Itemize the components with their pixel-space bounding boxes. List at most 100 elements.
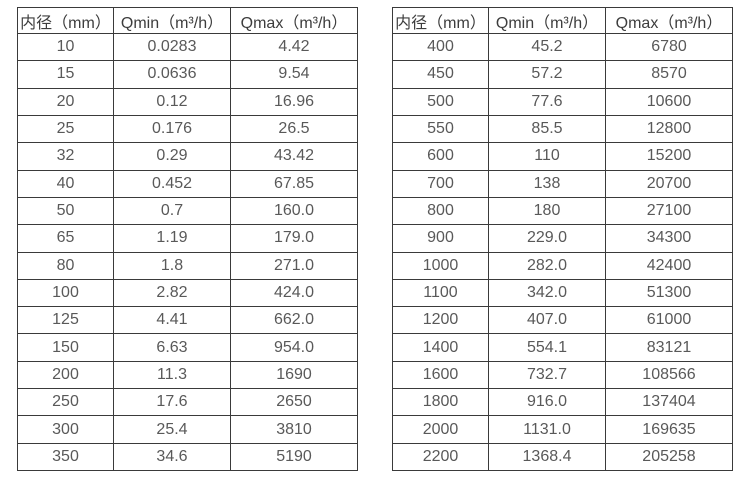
header-row: 内径（mm） Qmin（m³/h） Qmax（m³/h） <box>17 7 358 34</box>
table-cell: 20700 <box>605 169 733 198</box>
column-header: Qmin（m³/h） <box>488 7 606 34</box>
table-row: 10 0.0283 4.42 <box>17 32 358 62</box>
table-row: 1100 342.0 51300 <box>392 278 733 308</box>
table-row: 1600 732.7 108566 <box>392 360 733 390</box>
table-cell: 0.0283 <box>113 32 231 62</box>
table-cell: 169635 <box>605 415 733 444</box>
table-cell: 27100 <box>605 196 733 226</box>
table-cell: 8570 <box>605 60 733 89</box>
table-cell: 40 <box>17 169 114 198</box>
table-cell: 180 <box>488 196 606 226</box>
table-cell: 15 <box>17 60 114 89</box>
table-cell: 1.8 <box>113 251 231 280</box>
table-cell: 34.6 <box>113 442 231 472</box>
table-cell: 2650 <box>230 388 358 417</box>
table-row: 550 85.5 12800 <box>392 114 733 144</box>
table-cell: 4.41 <box>113 306 231 335</box>
table-cell: 12800 <box>605 114 733 144</box>
table-cell: 138 <box>488 169 606 198</box>
table-cell: 1400 <box>392 333 489 362</box>
table-cell: 550 <box>392 114 489 144</box>
table-cell: 25 <box>17 114 114 144</box>
table-cell: 108566 <box>605 360 733 390</box>
table-cell: 43.42 <box>230 142 358 171</box>
table-cell: 15200 <box>605 142 733 171</box>
table-cell: 4.42 <box>230 32 358 62</box>
table-row: 300 25.4 3810 <box>17 415 358 444</box>
table-row: 450 57.2 8570 <box>392 60 733 89</box>
table-cell: 1000 <box>392 251 489 280</box>
table-cell: 1800 <box>392 388 489 417</box>
table-cell: 32 <box>17 142 114 171</box>
table-cell: 67.85 <box>230 169 358 198</box>
table-cell: 954.0 <box>230 333 358 362</box>
table-cell: 34300 <box>605 224 733 253</box>
table-row: 32 0.29 43.42 <box>17 142 358 171</box>
table-cell: 3810 <box>230 415 358 444</box>
table-row: 2000 1131.0 169635 <box>392 415 733 444</box>
table-cell: 250 <box>17 388 114 417</box>
table-cell: 342.0 <box>488 278 606 308</box>
column-header: Qmin（m³/h） <box>113 7 231 34</box>
table-row: 500 77.6 10600 <box>392 87 733 116</box>
table-cell: 2.82 <box>113 278 231 308</box>
table-cell: 407.0 <box>488 306 606 335</box>
table-row: 250 17.6 2650 <box>17 388 358 417</box>
table-row: 80 1.8 271.0 <box>17 251 358 280</box>
table-row: 2200 1368.4 205258 <box>392 442 733 472</box>
table-cell: 800 <box>392 196 489 226</box>
table-cell: 0.7 <box>113 196 231 226</box>
table-cell: 554.1 <box>488 333 606 362</box>
table-row: 1000 282.0 42400 <box>392 251 733 280</box>
table-cell: 10600 <box>605 87 733 116</box>
table-row: 1200 407.0 61000 <box>392 306 733 335</box>
table-cell: 65 <box>17 224 114 253</box>
table-cell: 77.6 <box>488 87 606 116</box>
table-row: 20 0.12 16.96 <box>17 87 358 116</box>
table-row: 900 229.0 34300 <box>392 224 733 253</box>
table-cell: 80 <box>17 251 114 280</box>
table-cell: 1100 <box>392 278 489 308</box>
table-cell: 0.452 <box>113 169 231 198</box>
table-cell: 662.0 <box>230 306 358 335</box>
table-cell: 500 <box>392 87 489 116</box>
table-cell: 6.63 <box>113 333 231 362</box>
table-row: 1800 916.0 137404 <box>392 388 733 417</box>
table-cell: 85.5 <box>488 114 606 144</box>
table-cell: 424.0 <box>230 278 358 308</box>
table-row: 125 4.41 662.0 <box>17 306 358 335</box>
table-cell: 50 <box>17 196 114 226</box>
column-header: 内径（mm） <box>392 7 489 34</box>
table-cell: 600 <box>392 142 489 171</box>
table-cell: 11.3 <box>113 360 231 390</box>
table-cell: 200 <box>17 360 114 390</box>
table-row: 40 0.452 67.85 <box>17 169 358 198</box>
table-cell: 125 <box>17 306 114 335</box>
table-cell: 5190 <box>230 442 358 472</box>
table-cell: 0.0636 <box>113 60 231 89</box>
table-cell: 0.29 <box>113 142 231 171</box>
table-cell: 160.0 <box>230 196 358 226</box>
column-header: 内径（mm） <box>17 7 114 34</box>
table-cell: 732.7 <box>488 360 606 390</box>
table-cell: 137404 <box>605 388 733 417</box>
table-cell: 916.0 <box>488 388 606 417</box>
table-cell: 1200 <box>392 306 489 335</box>
table-cell: 150 <box>17 333 114 362</box>
header-row: 内径（mm） Qmin（m³/h） Qmax（m³/h） <box>392 7 733 34</box>
column-header: Qmax（m³/h） <box>230 7 358 34</box>
table-cell: 900 <box>392 224 489 253</box>
table-cell: 282.0 <box>488 251 606 280</box>
table-cell: 57.2 <box>488 60 606 89</box>
table-row: 100 2.82 424.0 <box>17 278 358 308</box>
table-cell: 83121 <box>605 333 733 362</box>
table-row: 1400 554.1 83121 <box>392 333 733 362</box>
table-row: 800 180 27100 <box>392 196 733 226</box>
table-cell: 205258 <box>605 442 733 472</box>
table-cell: 26.5 <box>230 114 358 144</box>
table-cell: 1600 <box>392 360 489 390</box>
table-cell: 1131.0 <box>488 415 606 444</box>
table-row: 50 0.7 160.0 <box>17 196 358 226</box>
table-cell: 20 <box>17 87 114 116</box>
table-row: 25 0.176 26.5 <box>17 114 358 144</box>
